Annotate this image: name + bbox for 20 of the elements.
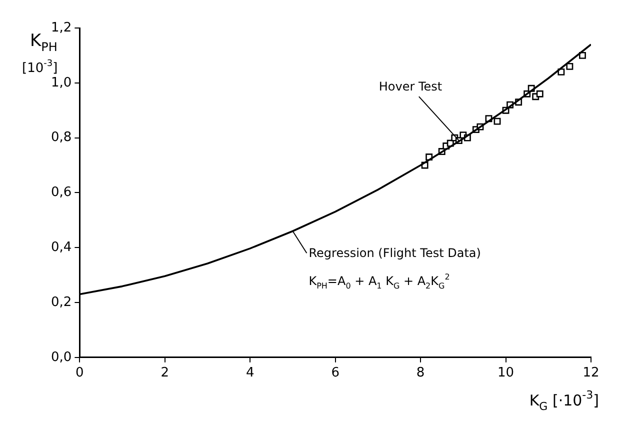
y-tick-label: 0,0 bbox=[50, 350, 72, 365]
y-tick-label: 1,0 bbox=[50, 75, 72, 90]
text: Hover Test bbox=[378, 80, 442, 94]
y-tick-label: 0,2 bbox=[50, 294, 72, 310]
x-tick-label: 12 bbox=[582, 366, 600, 381]
x-tick-label: 4 bbox=[246, 366, 254, 381]
y-tick-label: 0,6 bbox=[50, 185, 72, 200]
point bbox=[494, 118, 501, 125]
point bbox=[566, 62, 574, 70]
y-tick-label: 1,2 bbox=[50, 20, 72, 36]
y-tick-label: 0,8 bbox=[50, 130, 72, 146]
x-tick-label: 0 bbox=[76, 366, 84, 381]
y-tick-label: 0,4 bbox=[50, 240, 72, 255]
x-tick-label: 10 bbox=[498, 366, 514, 381]
x-tick-label: 8 bbox=[416, 366, 425, 381]
series-label: Regression (Flight Test Data) bbox=[308, 246, 481, 260]
x-tick-label: 2 bbox=[160, 366, 170, 381]
point bbox=[536, 90, 544, 98]
point bbox=[579, 52, 586, 59]
x-tick-label: 6 bbox=[331, 366, 340, 381]
